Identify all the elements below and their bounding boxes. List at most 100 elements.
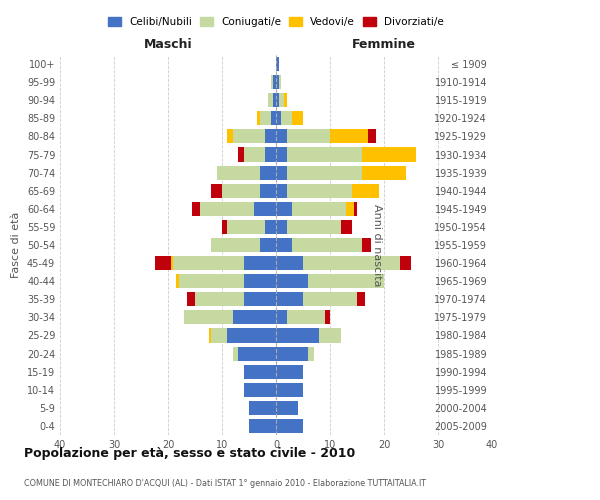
- Bar: [346, 202, 354, 216]
- Bar: [274, 93, 276, 108]
- Bar: [362, 238, 371, 252]
- Bar: [368, 130, 376, 143]
- Bar: [362, 148, 416, 162]
- Bar: [233, 130, 265, 143]
- Text: Femmine: Femmine: [352, 38, 416, 52]
- Bar: [254, 202, 276, 216]
- Bar: [352, 184, 379, 198]
- Bar: [271, 112, 276, 126]
- Bar: [179, 274, 244, 288]
- Text: COMUNE DI MONTECHIARO D'ACQUI (AL) - Dati ISTAT 1° gennaio 2010 - Elaborazione T: COMUNE DI MONTECHIARO D'ACQUI (AL) - Dat…: [24, 479, 426, 488]
- Bar: [278, 93, 284, 108]
- Bar: [276, 112, 281, 126]
- Bar: [276, 310, 287, 324]
- Bar: [276, 75, 278, 89]
- Bar: [325, 310, 330, 324]
- Bar: [244, 364, 276, 378]
- Bar: [276, 93, 278, 108]
- Bar: [330, 130, 368, 143]
- Bar: [257, 112, 260, 126]
- Bar: [276, 256, 303, 270]
- Bar: [274, 75, 276, 89]
- Bar: [211, 184, 222, 198]
- Bar: [276, 238, 292, 252]
- Bar: [222, 184, 260, 198]
- Bar: [244, 148, 265, 162]
- Bar: [187, 292, 195, 306]
- Bar: [308, 274, 384, 288]
- Bar: [271, 75, 274, 89]
- Bar: [276, 130, 287, 143]
- Bar: [211, 238, 260, 252]
- Y-axis label: Anni di nascita: Anni di nascita: [372, 204, 382, 286]
- Bar: [362, 166, 406, 179]
- Bar: [260, 112, 271, 126]
- Bar: [244, 256, 276, 270]
- Bar: [276, 184, 287, 198]
- Bar: [400, 256, 411, 270]
- Bar: [276, 292, 303, 306]
- Bar: [276, 220, 287, 234]
- Bar: [284, 93, 287, 108]
- Bar: [155, 256, 171, 270]
- Bar: [195, 292, 244, 306]
- Bar: [173, 256, 244, 270]
- Bar: [249, 419, 276, 433]
- Bar: [268, 93, 274, 108]
- Bar: [233, 310, 276, 324]
- Bar: [265, 148, 276, 162]
- Bar: [281, 112, 292, 126]
- Bar: [176, 274, 179, 288]
- Bar: [319, 328, 341, 342]
- Bar: [171, 256, 173, 270]
- Bar: [217, 166, 260, 179]
- Bar: [200, 202, 254, 216]
- Bar: [249, 401, 276, 415]
- Bar: [244, 274, 276, 288]
- Bar: [341, 220, 352, 234]
- Bar: [227, 328, 276, 342]
- Bar: [193, 202, 200, 216]
- Bar: [244, 382, 276, 397]
- Bar: [260, 166, 276, 179]
- Bar: [287, 184, 352, 198]
- Bar: [233, 346, 238, 360]
- Bar: [292, 238, 362, 252]
- Bar: [276, 419, 303, 433]
- Bar: [209, 328, 211, 342]
- Bar: [303, 292, 357, 306]
- Bar: [357, 292, 365, 306]
- Bar: [184, 310, 233, 324]
- Bar: [292, 112, 303, 126]
- Bar: [238, 148, 244, 162]
- Bar: [227, 220, 265, 234]
- Text: Maschi: Maschi: [143, 38, 193, 52]
- Bar: [287, 166, 362, 179]
- Bar: [276, 364, 303, 378]
- Bar: [265, 220, 276, 234]
- Bar: [276, 202, 292, 216]
- Bar: [278, 75, 281, 89]
- Bar: [276, 328, 319, 342]
- Bar: [276, 148, 287, 162]
- Bar: [238, 346, 276, 360]
- Bar: [265, 130, 276, 143]
- Bar: [308, 346, 314, 360]
- Bar: [211, 328, 227, 342]
- Bar: [222, 220, 227, 234]
- Bar: [227, 130, 233, 143]
- Bar: [287, 220, 341, 234]
- Y-axis label: Fasce di età: Fasce di età: [11, 212, 21, 278]
- Bar: [287, 310, 325, 324]
- Legend: Celibi/Nubili, Coniugati/e, Vedovi/e, Divorziati/e: Celibi/Nubili, Coniugati/e, Vedovi/e, Di…: [104, 12, 448, 31]
- Bar: [244, 292, 276, 306]
- Text: Popolazione per età, sesso e stato civile - 2010: Popolazione per età, sesso e stato civil…: [24, 448, 355, 460]
- Bar: [276, 382, 303, 397]
- Bar: [287, 130, 330, 143]
- Bar: [287, 148, 362, 162]
- Bar: [276, 166, 287, 179]
- Bar: [292, 202, 346, 216]
- Bar: [354, 202, 357, 216]
- Bar: [260, 184, 276, 198]
- Bar: [303, 256, 400, 270]
